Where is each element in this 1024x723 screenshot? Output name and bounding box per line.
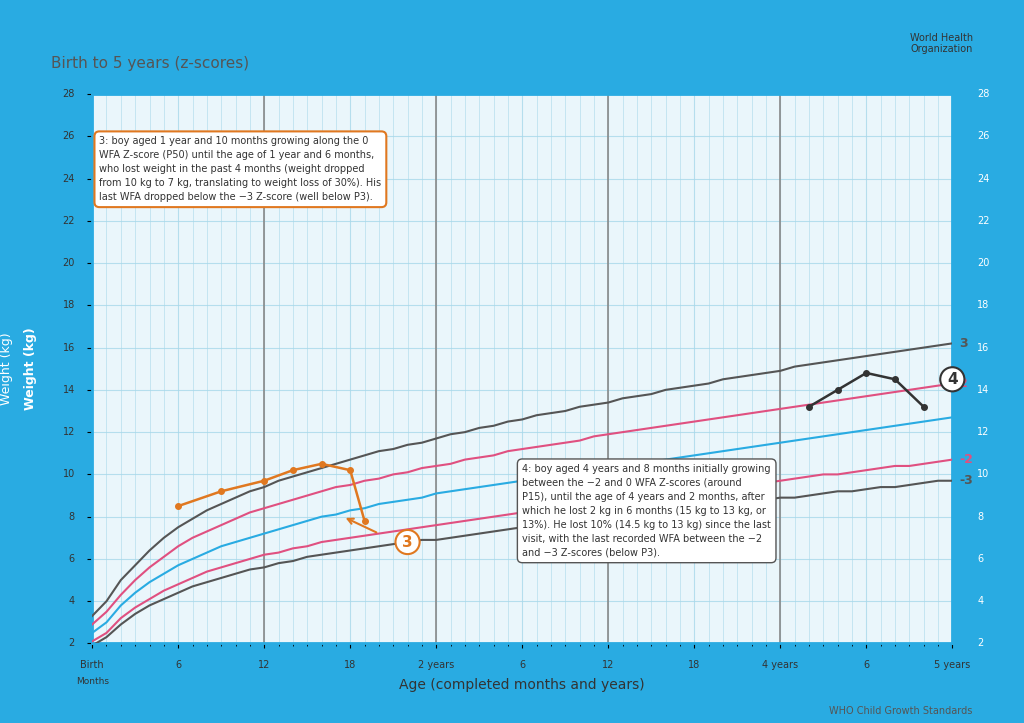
Text: WHO Child Growth Standards: WHO Child Growth Standards — [829, 706, 973, 716]
Text: 3: boy aged 1 year and 10 months growing along the 0
WFA Z-score (P50) until the: 3: boy aged 1 year and 10 months growing… — [99, 136, 382, 202]
Text: 2: 2 — [977, 638, 984, 649]
Text: 4: 4 — [69, 596, 75, 606]
Text: 3: 3 — [402, 534, 413, 549]
Text: Weight-for-age BOYS: Weight-for-age BOYS — [51, 25, 512, 62]
Text: 4 years: 4 years — [762, 660, 799, 670]
Text: Birth: Birth — [80, 660, 104, 670]
Text: Months: Months — [76, 677, 109, 686]
Text: 6: 6 — [977, 554, 983, 564]
Text: 20: 20 — [62, 258, 75, 268]
Text: 16: 16 — [977, 343, 989, 353]
Text: 22: 22 — [62, 215, 75, 226]
Text: 2: 2 — [959, 377, 969, 390]
Text: 10: 10 — [977, 469, 989, 479]
Text: 18: 18 — [62, 300, 75, 310]
Text: 20: 20 — [977, 258, 990, 268]
X-axis label: Age (completed months and years): Age (completed months and years) — [399, 678, 645, 692]
Text: 4: 4 — [977, 596, 983, 606]
Text: -3: -3 — [959, 474, 973, 487]
Text: 6: 6 — [175, 660, 181, 670]
Text: 4: 4 — [947, 372, 957, 387]
Text: 8: 8 — [69, 512, 75, 522]
Text: -2: -2 — [959, 453, 974, 466]
Text: 16: 16 — [62, 343, 75, 353]
Text: Birth to 5 years (z-scores): Birth to 5 years (z-scores) — [51, 56, 249, 71]
Text: 26: 26 — [62, 132, 75, 141]
Text: 28: 28 — [977, 89, 990, 99]
Text: Weight (kg): Weight (kg) — [24, 328, 37, 410]
Text: 0: 0 — [959, 411, 969, 424]
Text: 12: 12 — [62, 427, 75, 437]
Text: 18: 18 — [977, 300, 989, 310]
Text: 26: 26 — [977, 132, 990, 141]
Text: 4: boy aged 4 years and 8 months initially growing
between the −2 and 0 WFA Z-sc: 4: boy aged 4 years and 8 months initial… — [522, 464, 771, 558]
Text: 10: 10 — [62, 469, 75, 479]
Text: 18: 18 — [344, 660, 356, 670]
Text: 6: 6 — [519, 660, 525, 670]
Text: 8: 8 — [977, 512, 983, 522]
Text: 12: 12 — [258, 660, 270, 670]
Text: 22: 22 — [977, 215, 990, 226]
Text: 14: 14 — [977, 385, 989, 395]
Text: 3: 3 — [959, 337, 968, 350]
Text: 24: 24 — [62, 174, 75, 184]
Text: 5 years: 5 years — [934, 660, 971, 670]
Text: 12: 12 — [602, 660, 614, 670]
Text: 12: 12 — [977, 427, 990, 437]
Text: 6: 6 — [69, 554, 75, 564]
Text: 2: 2 — [69, 638, 75, 649]
Text: 18: 18 — [688, 660, 700, 670]
Text: Weight (kg): Weight (kg) — [0, 333, 12, 405]
Text: 28: 28 — [62, 89, 75, 99]
Text: 24: 24 — [977, 174, 990, 184]
Text: 6: 6 — [863, 660, 869, 670]
Text: World Health
Organization: World Health Organization — [909, 33, 973, 54]
Text: 2 years: 2 years — [418, 660, 455, 670]
Text: 14: 14 — [62, 385, 75, 395]
